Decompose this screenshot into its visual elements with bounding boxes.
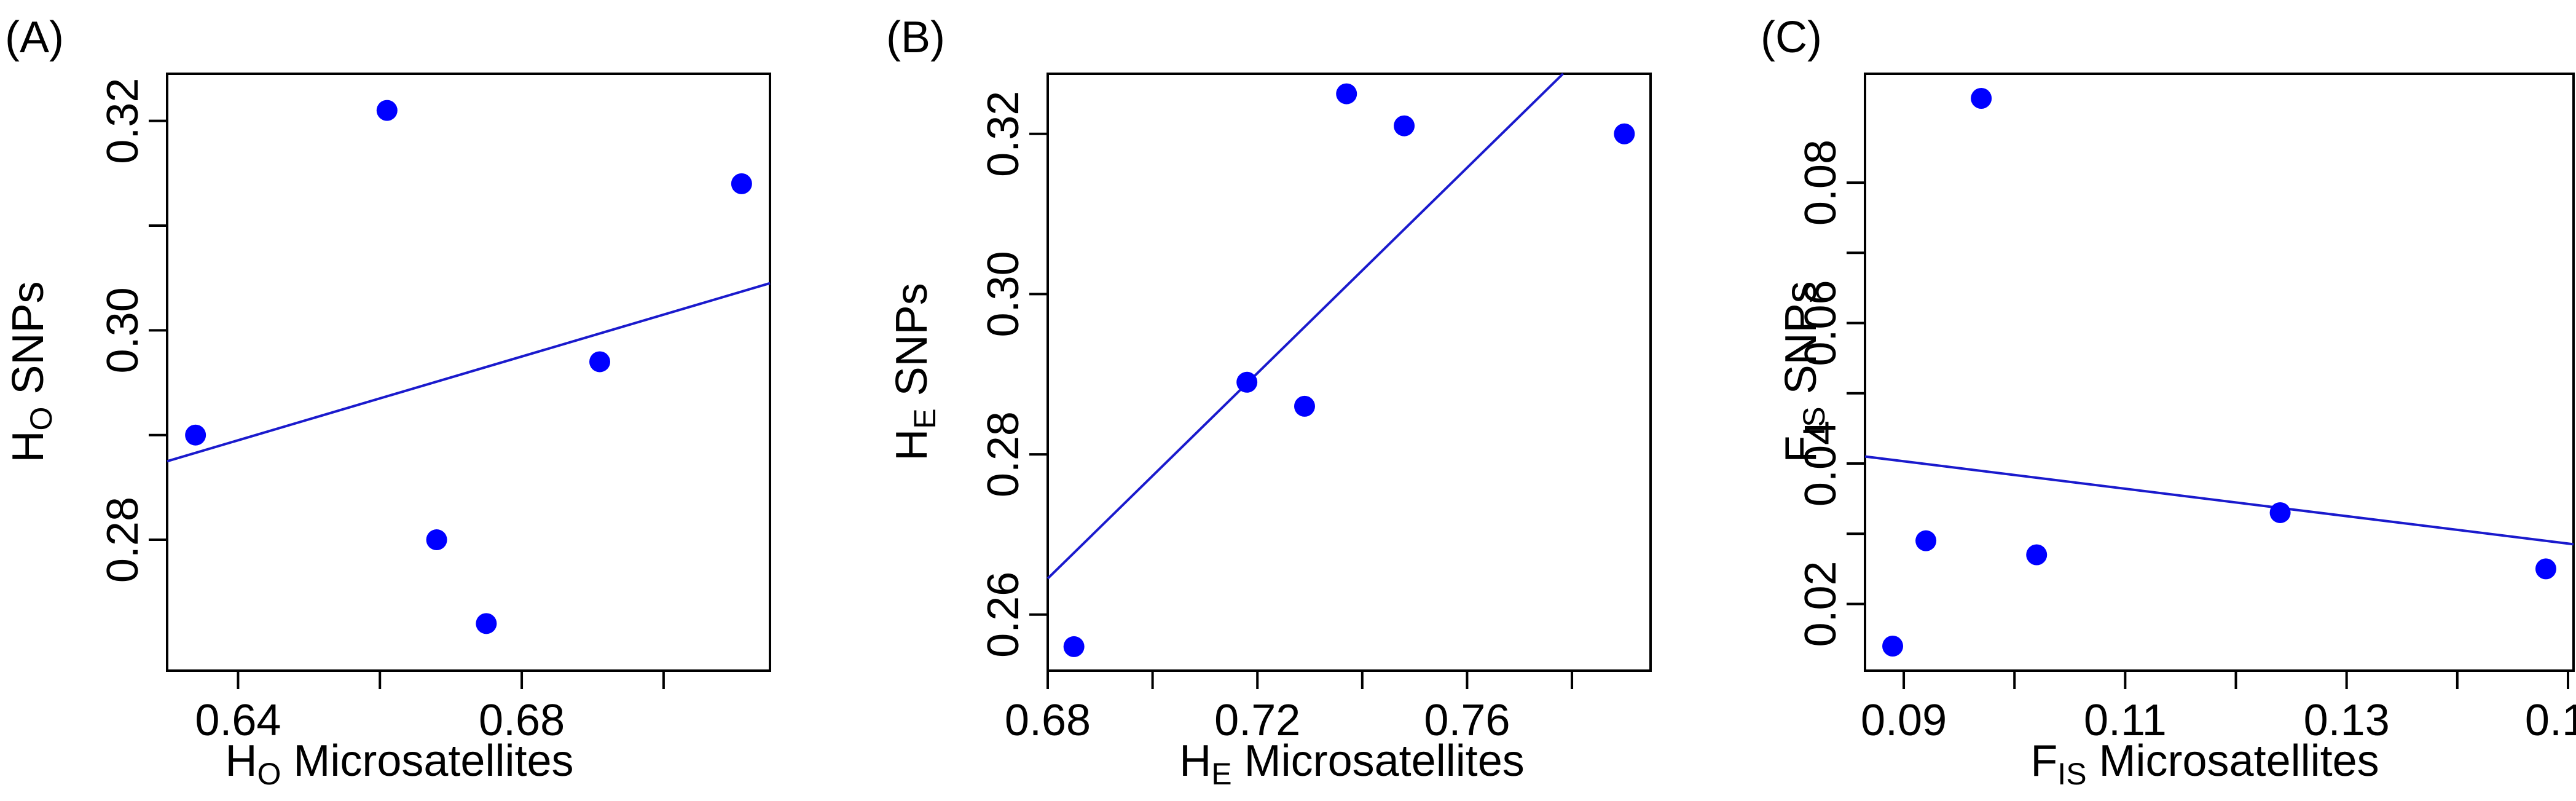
plot-frame	[1864, 73, 2575, 672]
panel-label: (B)	[886, 13, 945, 62]
data-point	[2535, 558, 2556, 580]
data-point	[1394, 115, 1415, 136]
y-tick-label: 0.30	[98, 287, 147, 373]
y-axis-title: HE SNPs	[887, 283, 942, 460]
y-axis-title: HO SNPs	[4, 282, 58, 463]
data-point	[185, 424, 206, 446]
panel-label: (A)	[5, 13, 64, 62]
data-point	[1294, 395, 1315, 417]
y-tick-label: 0.06	[1796, 280, 1845, 366]
y-axis-title: FIS SNPs	[1777, 281, 1831, 462]
regression-line	[167, 282, 771, 463]
panel-label: (C)	[1761, 13, 1822, 62]
x-tick-label: 0.68	[1005, 696, 1091, 745]
x-tick-label: 0.15	[2525, 696, 2576, 745]
plot-frame	[166, 73, 771, 672]
data-point	[1915, 530, 1937, 551]
y-tick-label: 0.32	[979, 91, 1028, 177]
data-point	[426, 529, 447, 551]
x-tick-label: 0.68	[479, 696, 565, 745]
data-point	[1336, 83, 1357, 105]
y-tick-label: 0.04	[1796, 420, 1845, 507]
data-point	[2026, 544, 2048, 566]
x-axis-title: HE Microsatellites	[1179, 736, 1524, 791]
y-tick-label: 0.28	[979, 411, 1028, 497]
data-point	[1882, 636, 1904, 657]
y-tick-label: 0.28	[98, 497, 147, 583]
x-tick-label: 0.09	[1861, 696, 1947, 745]
y-tick-label: 0.08	[1796, 140, 1845, 226]
data-point	[1236, 371, 1258, 393]
regression-line	[1864, 455, 2574, 546]
data-point	[1063, 636, 1085, 657]
panel-a: (A) 0.64 0.68 0.28 0.30 0.32 HO Microsatellite…	[4, 13, 771, 791]
y-tick-label: 0.32	[98, 78, 147, 164]
plot-frame	[1046, 73, 1652, 672]
data-point	[731, 173, 752, 194]
x-tick-label: 0.13	[2304, 696, 2390, 745]
data-point	[1971, 87, 1992, 109]
panel-c: (C) 0.09 0.11 0.13 0.15 0.02 0.04 0.06 0.08 FIS M…	[1761, 13, 2576, 791]
y-tick-label: 0.26	[979, 572, 1028, 658]
data-point	[1614, 123, 1635, 144]
y-tick-label: 0.30	[979, 251, 1028, 337]
x-tick-label: 0.72	[1214, 696, 1300, 745]
x-tick-label: 0.64	[195, 696, 281, 745]
regression-line	[1046, 73, 1564, 580]
panel-b: (B) 0.68 0.72 0.76 0.26 0.28 0.30 0.32 HE Micros…	[886, 13, 1652, 791]
x-tick-label: 0.11	[2084, 696, 2167, 745]
data-point	[2269, 502, 2291, 523]
x-axis-title: FIS Microsatellites	[2030, 736, 2379, 791]
data-point	[589, 351, 611, 373]
data-point	[376, 100, 398, 121]
x-axis-title: HO Microsatellites	[225, 736, 573, 791]
data-point	[476, 613, 497, 634]
y-tick-label: 0.02	[1796, 561, 1845, 647]
x-tick-label: 0.76	[1424, 696, 1510, 745]
